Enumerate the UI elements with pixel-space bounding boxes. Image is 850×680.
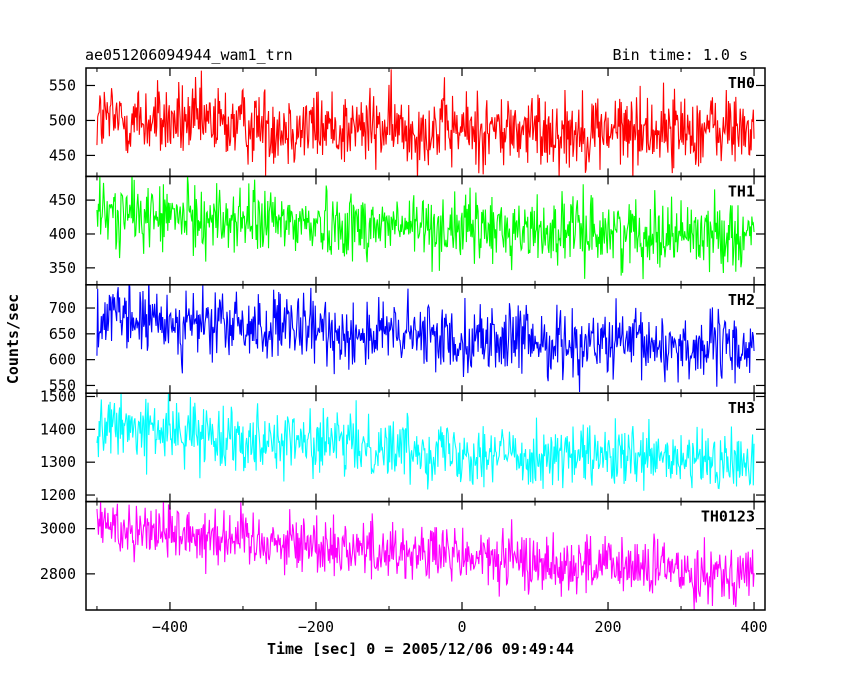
x-tick-label: 0	[457, 618, 466, 636]
y-tick-label: 1300	[40, 453, 76, 471]
y-tick-label: 1500	[40, 387, 76, 405]
series-line-th0	[96, 69, 755, 177]
y-axis-label: Counts/sec	[4, 294, 22, 384]
panel-label-th3: TH3	[728, 399, 755, 417]
y-tick-label: 400	[49, 225, 76, 243]
panel-label-th0123: TH0123	[701, 508, 755, 526]
x-axis-label: Time [sec] 0 = 2005/12/06 09:49:44	[267, 640, 574, 658]
y-tick-label: 550	[49, 76, 76, 94]
series-line-th2	[96, 284, 755, 392]
series-line-th1	[96, 176, 755, 280]
y-tick-label: 550	[49, 376, 76, 394]
panel-frame-th3	[85, 392, 766, 503]
y-tick-label: 1200	[40, 486, 76, 504]
y-tick-label: 650	[49, 325, 76, 343]
chart-title: ae051206094944_wam1_trn	[85, 46, 293, 64]
panel-label-th1: TH1	[728, 182, 755, 200]
y-tick-label: 3000	[40, 520, 76, 538]
x-tick-label: 200	[594, 618, 621, 636]
series-line-th0123	[96, 501, 755, 611]
x-tick-label: −400	[152, 618, 188, 636]
y-tick-label: 450	[49, 146, 76, 164]
y-tick-label: 2800	[40, 565, 76, 583]
bin-time-label: Bin time: 1.0 s	[612, 46, 748, 64]
x-tick-label: 400	[741, 618, 768, 636]
y-tick-label: 700	[49, 299, 76, 317]
x-tick-label: −200	[298, 618, 334, 636]
panel-label-th0: TH0	[728, 74, 755, 92]
panel-frame-th0123	[85, 500, 766, 611]
series-line-th3	[96, 393, 755, 491]
panel-label-th2: TH2	[728, 291, 755, 309]
y-tick-label: 1400	[40, 420, 76, 438]
y-tick-label: 350	[49, 259, 76, 277]
y-tick-label: 600	[49, 351, 76, 369]
y-tick-label: 500	[49, 111, 76, 129]
y-tick-label: 450	[49, 191, 76, 209]
